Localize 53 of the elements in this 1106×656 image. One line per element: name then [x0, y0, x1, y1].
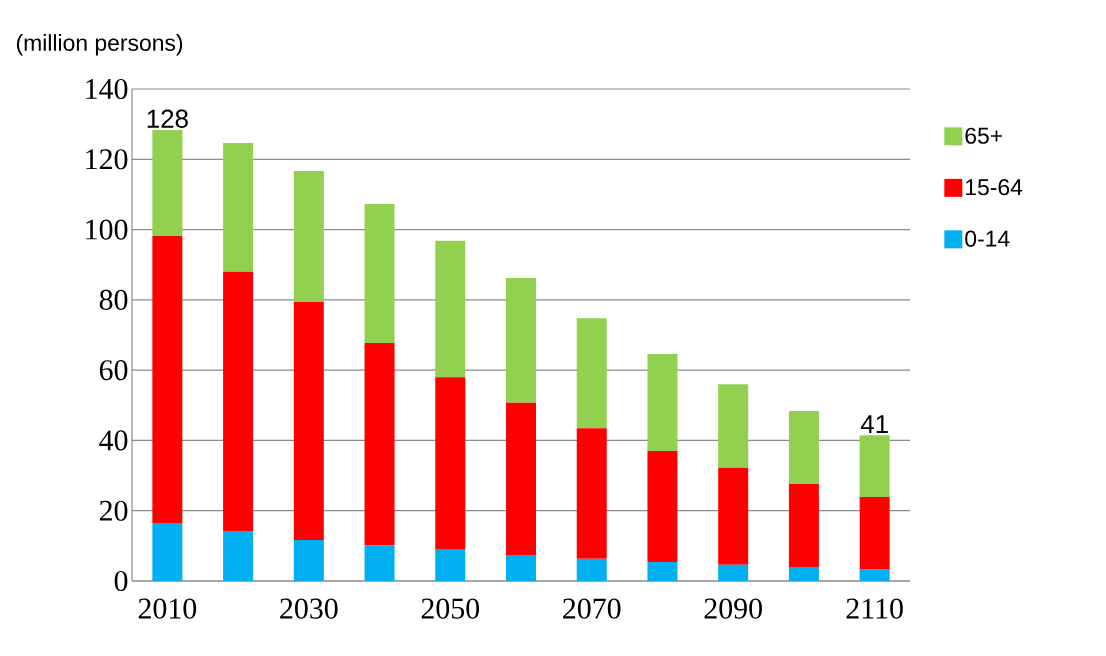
legend-label: 0-14 — [965, 230, 1010, 247]
y-tick-label: 140 — [86, 78, 128, 100]
bar — [647, 450, 678, 563]
bar — [223, 271, 254, 532]
bar — [576, 558, 607, 581]
bar — [223, 143, 254, 272]
bar — [435, 240, 466, 378]
y-tick-label: 80 — [99, 289, 128, 310]
bar — [859, 435, 890, 498]
y-tick-label: 120 — [86, 149, 128, 170]
legend-label: 65+ — [965, 127, 1003, 144]
bar — [435, 549, 466, 581]
bar — [152, 235, 183, 524]
bar — [788, 410, 819, 484]
bar — [859, 569, 890, 581]
bar — [647, 562, 678, 581]
bar — [506, 402, 536, 555]
bar — [718, 467, 749, 565]
bar — [647, 353, 678, 451]
bar — [293, 301, 324, 540]
bar — [718, 564, 749, 581]
total-label: 41 — [860, 415, 888, 433]
bar — [788, 566, 819, 581]
bar — [718, 384, 749, 468]
y-tick-label: 100 — [86, 219, 128, 240]
y-tick-label: 40 — [99, 430, 128, 451]
bar — [435, 377, 466, 550]
y-axis-title: (million persons) — [16, 34, 183, 56]
x-tick-label: 2110 — [846, 598, 903, 619]
bar — [576, 318, 607, 429]
y-tick-label: 0 — [114, 570, 128, 592]
bar — [152, 130, 183, 236]
bar — [576, 428, 607, 559]
bar — [364, 343, 395, 546]
bar — [293, 170, 324, 302]
x-tick-label: 2030 — [280, 598, 338, 619]
bar — [364, 203, 395, 344]
bar — [788, 484, 819, 567]
legend-label: 15-64 — [966, 179, 1023, 196]
y-tick-label: 20 — [99, 500, 128, 521]
total-label: 128 — [147, 109, 188, 128]
x-tick-label: 2090 — [704, 598, 762, 619]
x-tick-label: 2010 — [138, 598, 197, 619]
x-tick-label: 2070 — [563, 598, 621, 619]
bar — [506, 278, 536, 403]
x-tick-label: 2050 — [421, 598, 480, 619]
bar — [152, 523, 183, 581]
y-tick-label: 60 — [99, 360, 128, 381]
bar — [506, 554, 536, 581]
bar — [859, 497, 890, 570]
bar — [293, 539, 324, 581]
bar — [364, 545, 395, 581]
bar — [223, 531, 254, 581]
